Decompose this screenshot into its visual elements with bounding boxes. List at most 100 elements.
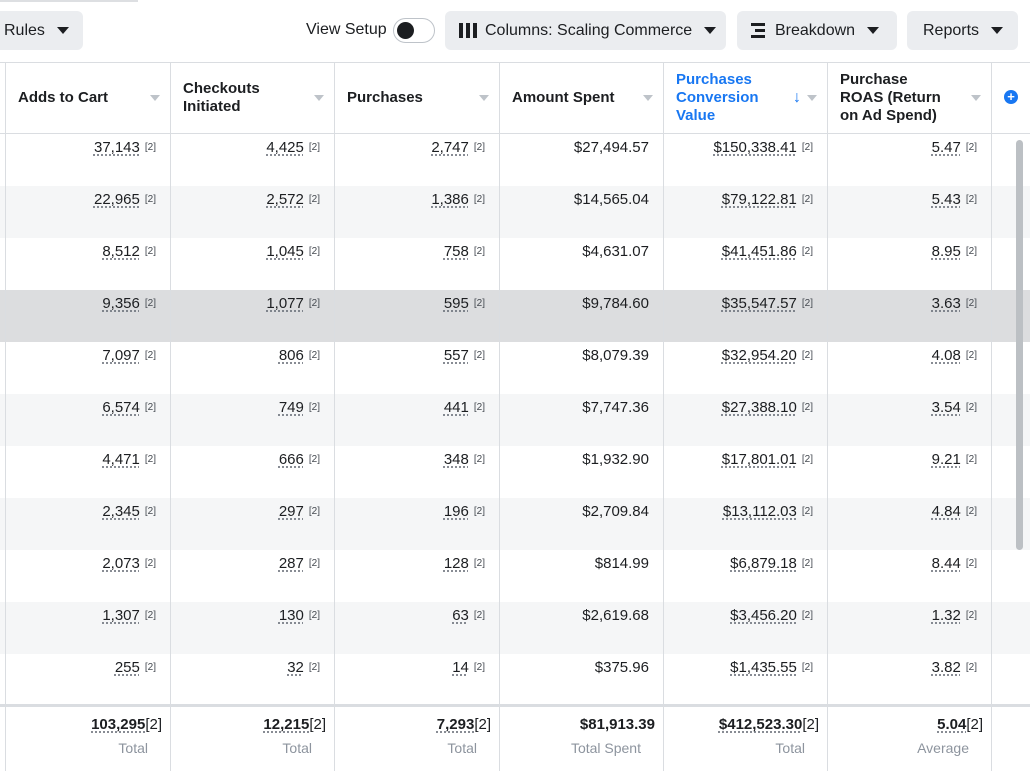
reference-marker[interactable]: [2] [965, 350, 977, 361]
metric-value-link[interactable]: 758 [443, 243, 469, 260]
reference-marker[interactable]: [2] [801, 454, 813, 465]
reference-marker[interactable]: [2] [144, 662, 156, 673]
metric-value-link[interactable]: 196 [443, 503, 469, 520]
table-row[interactable]: 8,512 [2] 1,045 [2] 758 [2] $4,631.07 $41,451.8… [0, 238, 1030, 290]
metric-value-link[interactable]: 595 [443, 295, 469, 312]
reference-marker[interactable]: [2] [801, 402, 813, 413]
metric-value-link[interactable]: 287 [278, 555, 304, 572]
metric-value-link[interactable]: 8.44 [931, 555, 961, 572]
metric-value-link[interactable]: 2,345 [102, 503, 140, 520]
table-row[interactable]: 1,307 [2] 130 [2] 63 [2] $2,619.68 $3,456.20 [2]… [0, 602, 1030, 654]
table-row[interactable]: 6,574 [2] 749 [2] 441 [2] $7,747.36 $27,388.10 [… [0, 394, 1030, 446]
reference-marker[interactable]: [2] [801, 506, 813, 517]
metric-value-link[interactable]: $3,456.20 [730, 607, 797, 624]
metric-value-link[interactable]: 2,073 [102, 555, 140, 572]
column-menu-caret-icon[interactable] [314, 95, 324, 101]
reference-marker[interactable]: [2] [965, 142, 977, 153]
rules-dropdown-button[interactable]: Rules [0, 11, 83, 50]
reference-marker[interactable]: [2] [473, 194, 485, 205]
total-value-link[interactable]: 12,215 [263, 716, 310, 733]
column-menu-caret-icon[interactable] [643, 95, 653, 101]
reference-marker[interactable]: [2] [965, 298, 977, 309]
metric-value-link[interactable]: 348 [443, 451, 469, 468]
reference-marker[interactable]: [2] [801, 350, 813, 361]
reference-marker[interactable]: [2] [308, 350, 320, 361]
metric-value-link[interactable]: 1,386 [431, 191, 469, 208]
reference-marker[interactable]: [2] [144, 402, 156, 413]
reference-marker[interactable]: [2] [801, 142, 813, 153]
table-row[interactable]: 22,965 [2] 2,572 [2] 1,386 [2] $14,565.04 $79,1… [0, 186, 1030, 238]
add-column-plus-icon[interactable]: + [1004, 90, 1018, 104]
reference-marker[interactable]: [2] [308, 454, 320, 465]
reference-marker[interactable]: [2] [801, 298, 813, 309]
table-row[interactable]: 7,097 [2] 806 [2] 557 [2] $8,079.39 $32,954.20 [… [0, 342, 1030, 394]
reference-marker[interactable]: [2] [473, 246, 485, 257]
metric-value-link[interactable]: 5.43 [931, 191, 961, 208]
metric-value-link[interactable]: 14 [452, 659, 469, 676]
metric-value-link[interactable]: 4.84 [931, 503, 961, 520]
column-menu-caret-icon[interactable] [807, 95, 817, 101]
metric-value-link[interactable]: 32 [287, 659, 304, 676]
reference-marker[interactable]: [2] [145, 716, 162, 733]
reference-marker[interactable]: [2] [144, 454, 156, 465]
total-value-link[interactable]: 7,293 [436, 716, 475, 733]
metric-value-link[interactable]: 8.95 [931, 243, 961, 260]
reference-marker[interactable]: [2] [144, 350, 156, 361]
reference-marker[interactable]: [2] [801, 194, 813, 205]
metric-value-link[interactable]: 63 [452, 607, 469, 624]
reference-marker[interactable]: [2] [308, 402, 320, 413]
reference-marker[interactable]: [2] [473, 558, 485, 569]
total-value-link[interactable]: $412,523.30 [718, 716, 803, 733]
columns-dropdown-button[interactable]: Columns: Scaling Commerce [445, 11, 726, 50]
metric-value-link[interactable]: 3.82 [931, 659, 961, 676]
reference-marker[interactable]: [2] [965, 194, 977, 205]
column-header-purchase-roas[interactable]: Purchase ROAS (Return on Ad Spend) [827, 63, 991, 133]
metric-value-link[interactable]: $27,388.10 [721, 399, 797, 416]
reference-marker[interactable]: [2] [144, 194, 156, 205]
metric-value-link[interactable]: 441 [443, 399, 469, 416]
reference-marker[interactable]: [2] [473, 142, 485, 153]
metric-value-link[interactable]: 1,077 [266, 295, 304, 312]
reference-marker[interactable]: [2] [308, 662, 320, 673]
column-menu-caret-icon[interactable] [971, 95, 981, 101]
reference-marker[interactable]: [2] [473, 454, 485, 465]
metric-value-link[interactable]: 9.21 [931, 451, 961, 468]
reference-marker[interactable]: [2] [802, 716, 819, 733]
metric-value-link[interactable]: 128 [443, 555, 469, 572]
reference-marker[interactable]: [2] [801, 610, 813, 621]
reference-marker[interactable]: [2] [965, 402, 977, 413]
reference-marker[interactable]: [2] [308, 194, 320, 205]
metric-value-link[interactable]: $13,112.03 [722, 503, 797, 520]
table-row[interactable]: 4,471 [2] 666 [2] 348 [2] $1,932.90 $17,801.01 [… [0, 446, 1030, 498]
column-header-adds-to-cart[interactable]: Adds to Cart [5, 63, 170, 133]
reference-marker[interactable]: [2] [308, 298, 320, 309]
reference-marker[interactable]: [2] [965, 454, 977, 465]
metric-value-link[interactable]: $1,435.55 [730, 659, 797, 676]
reference-marker[interactable]: [2] [144, 610, 156, 621]
metric-value-link[interactable]: 4,425 [266, 139, 304, 156]
total-value-link[interactable]: 103,295 [91, 716, 146, 733]
reference-marker[interactable]: [2] [144, 558, 156, 569]
table-row[interactable]: 2,345 [2] 297 [2] 196 [2] $2,709.84 $13,112.03 [… [0, 498, 1030, 550]
metric-value-link[interactable]: 806 [278, 347, 304, 364]
metric-value-link[interactable]: $79,122.81 [721, 191, 797, 208]
reference-marker[interactable]: [2] [473, 402, 485, 413]
reference-marker[interactable]: [2] [309, 716, 326, 733]
table-row[interactable]: 2,073 [2] 287 [2] 128 [2] $814.99 $6,879.18 [2] 8… [0, 550, 1030, 602]
metric-value-link[interactable]: 255 [114, 659, 140, 676]
metric-value-link[interactable]: 4.08 [931, 347, 961, 364]
reference-marker[interactable]: [2] [144, 298, 156, 309]
reference-marker[interactable]: [2] [801, 246, 813, 257]
metric-value-link[interactable]: 7,097 [102, 347, 140, 364]
reference-marker[interactable]: [2] [473, 298, 485, 309]
table-row[interactable]: 255 [2] 32 [2] 14 [2] $375.96 $1,435.55 [2] 3.82 [… [0, 654, 1030, 706]
metric-value-link[interactable]: 2,572 [266, 191, 304, 208]
metric-value-link[interactable]: 297 [278, 503, 304, 520]
reference-marker[interactable]: [2] [474, 716, 491, 733]
column-menu-caret-icon[interactable] [150, 95, 160, 101]
column-header-amount-spent[interactable]: Amount Spent [499, 63, 663, 133]
metric-value-link[interactable]: 1,307 [102, 607, 140, 624]
table-row[interactable]: 9,356 [2] 1,077 [2] 595 [2] $9,784.60 $35,547.5… [0, 290, 1030, 342]
reference-marker[interactable]: [2] [473, 506, 485, 517]
vertical-scrollbar[interactable] [1016, 140, 1023, 550]
